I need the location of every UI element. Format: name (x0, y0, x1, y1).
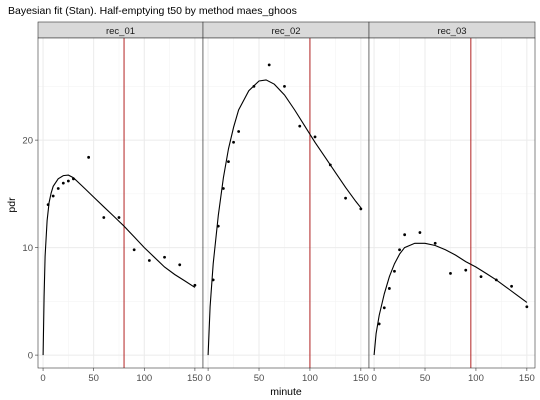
data-point (237, 130, 241, 133)
data-point (51, 194, 55, 198)
data-point (449, 272, 452, 275)
facet-rec_03: rec_03 0 50 100 150 (368, 21, 536, 384)
data-point (344, 196, 347, 200)
data-point (232, 140, 235, 144)
data-point (252, 84, 256, 88)
data-point (117, 216, 121, 219)
data-point (193, 283, 197, 287)
data-point (298, 124, 302, 128)
data-point (221, 187, 225, 190)
x-tick-label: 100 (302, 373, 318, 384)
data-point (479, 275, 483, 279)
x-tick-label: 50 (254, 373, 265, 384)
data-point (393, 269, 396, 273)
data-point (283, 84, 286, 88)
data-point (61, 181, 65, 185)
x-tick-label: 100 (468, 373, 484, 384)
x-tick-label: 150 (187, 373, 203, 384)
y-axis-label: pdr (6, 197, 18, 213)
data-point (328, 163, 332, 167)
fit-curve (42, 174, 196, 356)
y-tick-label: 0 (28, 350, 33, 361)
data-point (377, 322, 381, 326)
x-tick-label: 0 (40, 373, 45, 384)
data-point (267, 63, 271, 67)
y-axis: 0 10 20 (22, 135, 38, 361)
data-point (359, 207, 363, 211)
data-point (211, 278, 215, 282)
data-point (56, 187, 60, 190)
x-tick-label: 150 (519, 373, 535, 384)
data-point (433, 241, 437, 245)
data-point (382, 306, 386, 310)
data-point (525, 305, 529, 309)
data-point (313, 135, 317, 139)
x-tick-label: 150 (353, 373, 369, 384)
data-point (66, 179, 70, 183)
y-tick-label: 10 (22, 243, 33, 254)
data-point (510, 284, 513, 288)
data-point (387, 287, 391, 290)
x-tick-label: 50 (88, 373, 99, 384)
data-point (418, 231, 422, 234)
data-point (102, 216, 106, 219)
facet-strip-label: rec_02 (271, 26, 300, 37)
data-point (398, 248, 401, 252)
facet-panels: rec_01 0 50 100 150 rec_02 0 50 100 150 rec_03 0 50 1… (37, 21, 536, 384)
panel-border (368, 37, 536, 369)
data-point (403, 233, 407, 237)
data-point (464, 268, 468, 272)
panel-background (38, 38, 203, 368)
data-point (72, 177, 75, 181)
data-point (216, 224, 220, 228)
chart-title: Bayesian fit (Stan). Half-emptying t50 b… (8, 5, 297, 17)
fit-curve (207, 79, 362, 356)
x-tick-label: 50 (420, 373, 431, 384)
fit-curve (373, 242, 528, 356)
data-point (163, 255, 166, 259)
panel-background (203, 38, 369, 368)
facet-strip-label: rec_01 (106, 26, 135, 37)
data-point (494, 278, 498, 282)
x-tick-label: 100 (136, 373, 152, 384)
x-axis-label: minute (270, 386, 302, 398)
facet-rec_01: rec_01 0 50 100 150 (37, 21, 204, 384)
data-point (46, 203, 50, 207)
facet-rec_02: rec_02 0 50 100 150 (202, 21, 370, 384)
data-point (227, 160, 230, 164)
data-point (132, 248, 136, 252)
y-tick-label: 20 (22, 135, 33, 146)
facet-strip-label: rec_03 (437, 26, 466, 37)
data-point (147, 259, 151, 262)
data-point (178, 263, 182, 267)
x-tick-label: 0 (205, 373, 210, 384)
panel-background (369, 38, 535, 368)
data-point (87, 155, 91, 159)
x-tick-label: 0 (371, 373, 376, 384)
